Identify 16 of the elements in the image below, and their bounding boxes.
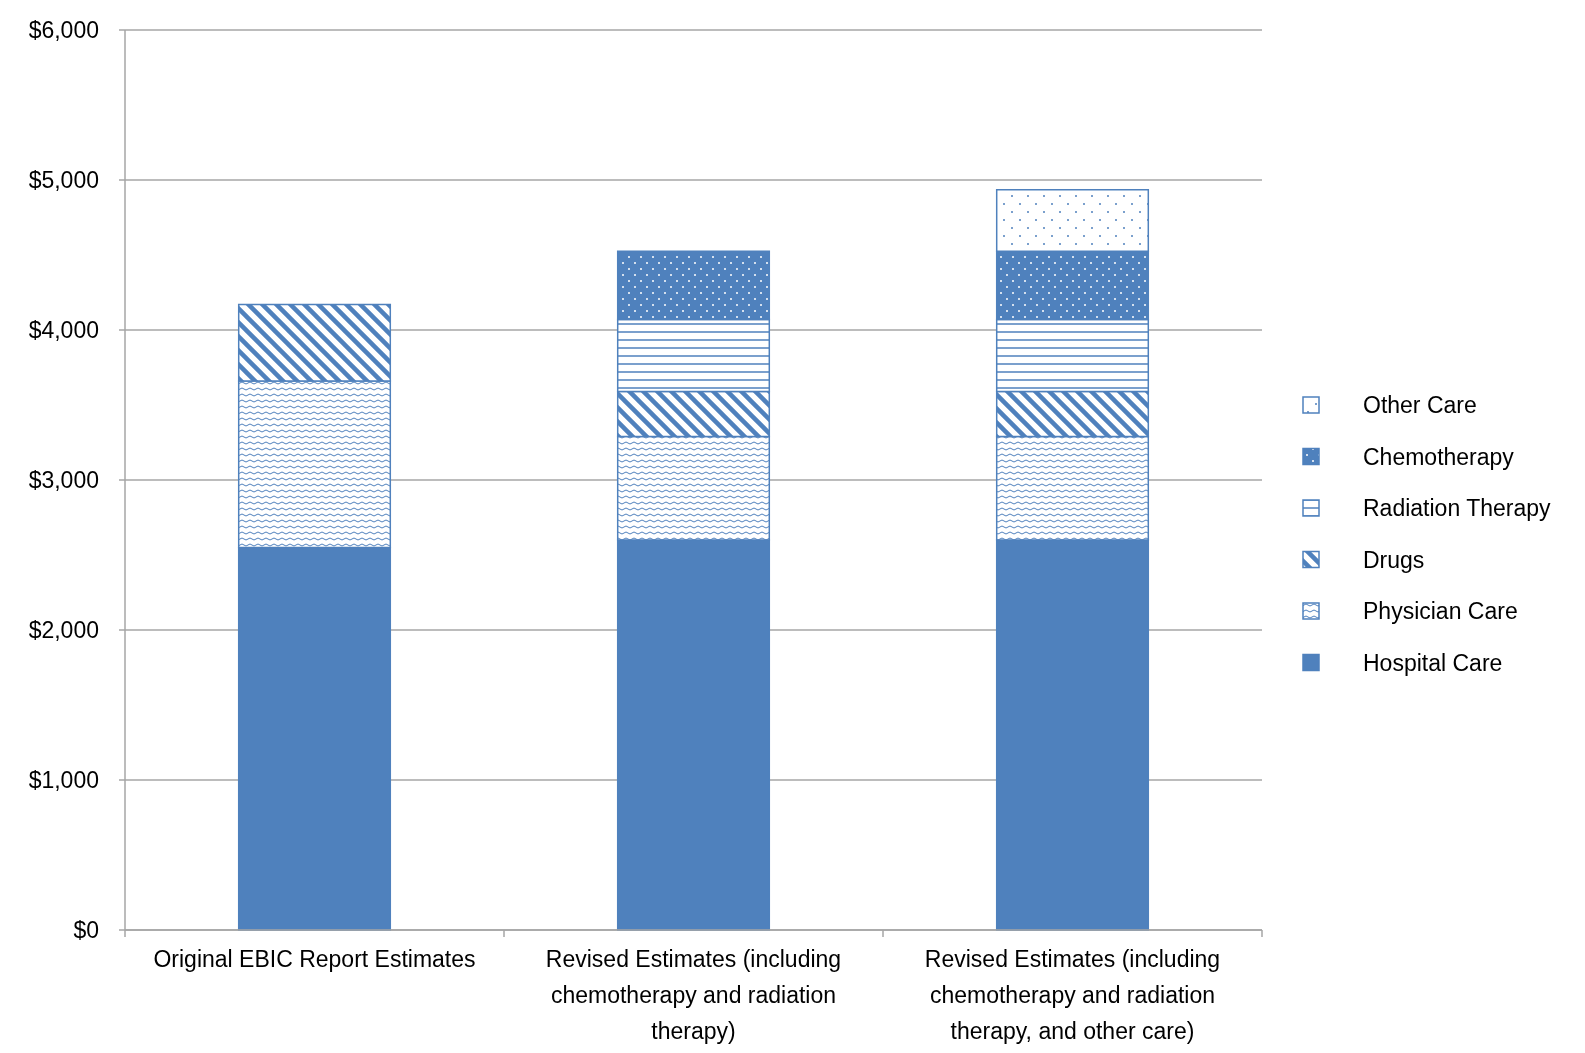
- y-tick-label: $3,000: [28, 467, 99, 494]
- y-tick-label: $4,000: [28, 317, 99, 344]
- x-tick-label: Original EBIC Report Estimates: [153, 946, 476, 972]
- x-tick-label: Revised Estimates (including chemotherapy and radiation therapy, and other care): [924, 946, 1221, 1044]
- legend-label: Hospital Care: [1363, 649, 1503, 676]
- y-tick-label: $0: [73, 917, 99, 944]
- legend-label: Physician Care: [1363, 598, 1518, 625]
- y-tick-label: $5,000: [28, 167, 99, 194]
- x-tick-label: Revised Estimates (including chemotherapy and radiation therapy): [545, 946, 842, 1044]
- y-tick-label: $2,000: [28, 617, 99, 644]
- legend-label: Chemotherapy: [1363, 443, 1515, 470]
- legend-label: Radiation Therapy: [1363, 495, 1552, 522]
- y-tick-label: $6,000: [28, 17, 99, 44]
- legend-label: Other Care: [1363, 392, 1477, 419]
- y-tick-label: $1,000: [28, 767, 99, 794]
- legend-label: Drugs: [1363, 546, 1425, 573]
